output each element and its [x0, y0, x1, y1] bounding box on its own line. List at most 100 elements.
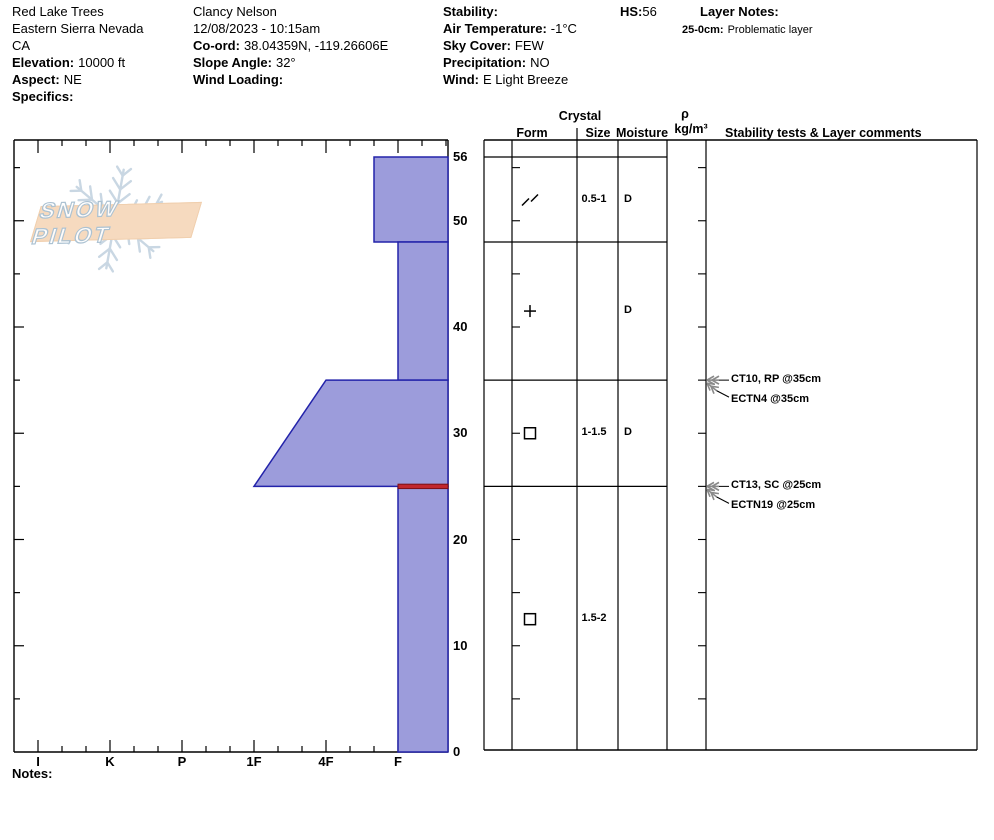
arrow-part [706, 485, 715, 492]
arrow-part [710, 492, 715, 501]
hardness-axis-label: P [177, 754, 187, 769]
arrow-part [706, 375, 715, 381]
snowflake-line [147, 246, 152, 259]
arrow-part [706, 382, 717, 392]
depth-axis-label: 56 [453, 149, 468, 164]
stability-test-label: ECTN19 @25cm [731, 499, 816, 512]
hardness-axis-label: 1F [246, 754, 262, 769]
notes-label: Notes: [12, 766, 53, 781]
snow-layer-bar [252, 379, 449, 488]
moisture-value: D [624, 192, 632, 205]
snowflake-line [115, 165, 124, 177]
arrow-part [710, 385, 715, 394]
annotation-leader-line [716, 496, 730, 504]
snowflake-line [111, 176, 122, 191]
site-region: Eastern Sierra Nevada [12, 21, 144, 36]
observation-datetime: 12/08/2023 - 10:15am [193, 21, 321, 36]
density-units-header: kg/m³ [674, 122, 708, 136]
arrow-part [706, 489, 711, 498]
form-header: Form [516, 126, 548, 140]
grain-size-value: 1-1.5 [581, 426, 607, 439]
snowflake-line [147, 245, 161, 249]
arrow-part [706, 379, 715, 385]
stability-test-label: CT13, SC @25cm [731, 479, 822, 492]
arrow-part [711, 379, 720, 385]
depth-axis-label: 50 [453, 212, 468, 228]
logo-band: SNOW PILOT [28, 195, 203, 250]
layer-notes-title: Layer Notes: [700, 4, 779, 19]
grain-form-pp-icon [524, 305, 536, 318]
grain-form-df-icon [521, 193, 539, 207]
depth-axis-label: 10 [453, 637, 468, 653]
site-aspect: Aspect: NE [12, 72, 82, 87]
grain-form-fc-icon [523, 427, 537, 440]
arrow-part [706, 382, 711, 391]
hardness-axis-label: F [394, 754, 402, 769]
df-slash [521, 197, 530, 207]
snowflake-line [108, 247, 119, 262]
arrow-part [710, 385, 720, 389]
arrow-part [706, 481, 715, 488]
fc-square [523, 612, 537, 626]
comments-header: Stability tests & Layer comments [725, 126, 922, 140]
snowflake-line [108, 189, 119, 205]
snowflake-line [119, 179, 133, 191]
site-name: Red Lake Trees [12, 4, 104, 19]
wind: Wind: E Light Breeze [443, 72, 569, 87]
moisture-value: D [624, 304, 632, 317]
stability-test-arrow-icon [706, 481, 720, 492]
depth-axis-label: 30 [453, 425, 468, 441]
size-header: Size [585, 126, 611, 140]
sky-cover: Sky Cover: FEW [443, 38, 544, 53]
moisture-header: Moisture [615, 126, 669, 140]
snowflake-line [97, 261, 109, 271]
snowflake-line [136, 237, 142, 253]
grain-size-value: 1.5-2 [581, 612, 607, 625]
density-header: ρ [681, 107, 689, 121]
snowflake-line [97, 247, 111, 259]
arrow-part [710, 491, 720, 495]
snowflake-line [121, 167, 133, 177]
snowflake-line [116, 192, 131, 205]
coordinates: Co-ord: 38.04359N, -119.26606E [193, 38, 389, 53]
snowflake-line [78, 179, 83, 192]
stability-test-arrow-icon [706, 375, 720, 385]
stability: Stability: [443, 4, 498, 19]
annotation-leader-line [716, 390, 730, 398]
grain-form-fc-icon [523, 612, 537, 626]
logo-text: SNOW PILOT [28, 195, 124, 250]
crystal-header: Crystal [558, 109, 602, 123]
arrow-part [711, 485, 720, 492]
precipitation: Precipitation: NO [443, 55, 550, 70]
stability-test-label: ECTN4 @35cm [731, 393, 809, 406]
snowflake-line [69, 189, 83, 193]
stability-test-arrow-icon [706, 488, 720, 501]
hardness-axis-label: K [105, 754, 115, 769]
snow-layer-bar [373, 156, 449, 243]
arrow-part [711, 481, 720, 488]
stability-test-arrow-icon [706, 382, 720, 394]
stability-test-label: CT10, RP @35cm [731, 373, 822, 386]
arrow-part [706, 488, 716, 492]
snowflake-line [106, 261, 115, 273]
arrow-part [706, 382, 716, 386]
depth-axis-label: 20 [453, 531, 468, 547]
arrow-part [706, 488, 717, 498]
slope-angle: Slope Angle: 32° [193, 55, 296, 70]
depth-axis-label: 40 [453, 319, 468, 334]
snow-layer-bar [397, 241, 449, 381]
air-temperature: Air Temperature: -1°C [443, 21, 577, 36]
observer-name: Clancy Nelson [193, 4, 277, 19]
fc-square [523, 427, 537, 440]
depth-axis-label: 0 [453, 744, 461, 759]
height-of-snow: HS:56 [620, 4, 657, 19]
wind-loading: Wind Loading: [193, 72, 284, 87]
site-specifics: Specifics: [12, 89, 74, 104]
hardness-axis-label: I [36, 754, 40, 769]
site-elevation: Elevation: 10000 ft [12, 55, 126, 70]
arrow-part [711, 375, 720, 381]
hardness-axis-label: 4F [318, 754, 334, 769]
moisture-value: D [624, 426, 632, 439]
snow-layer-bar [397, 485, 449, 753]
